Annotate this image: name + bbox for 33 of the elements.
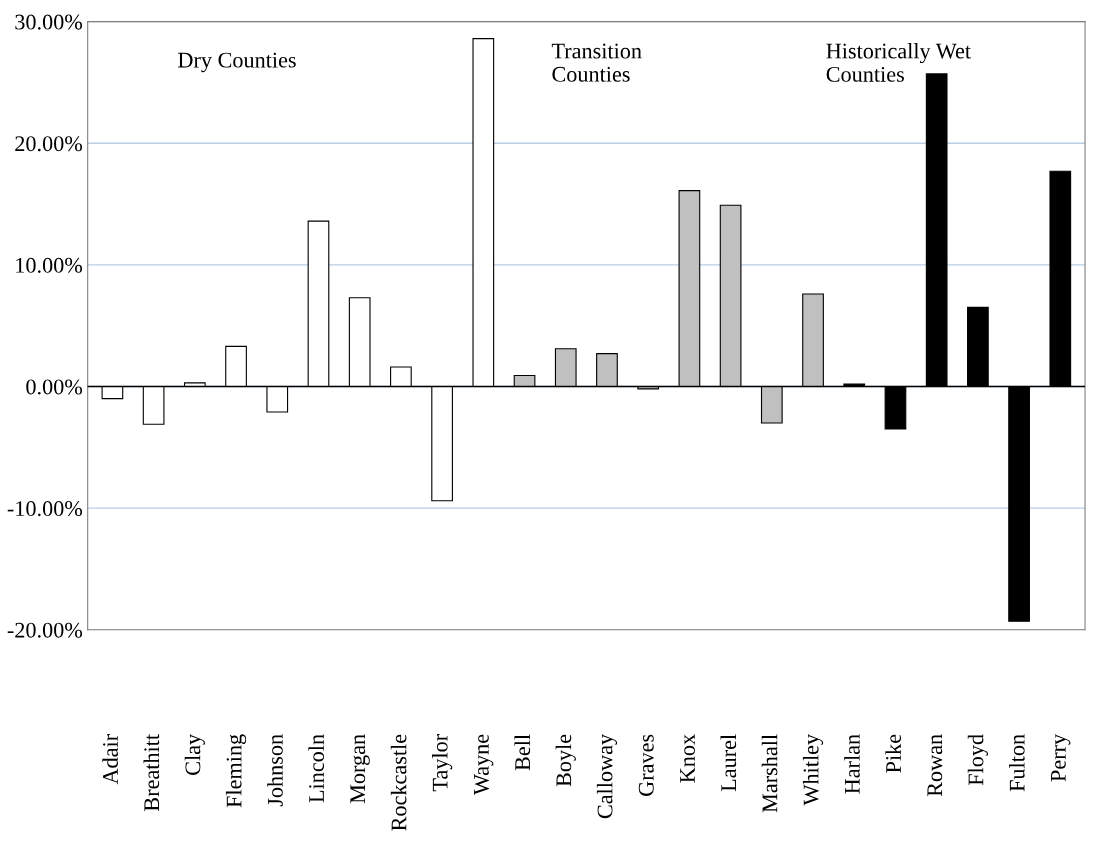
x-tick-label: Boyle (555, 734, 576, 787)
y-tick-label: 10.00% (16, 257, 83, 273)
x-tick-label: Morgan (350, 734, 370, 804)
x-tick-label: Marshall (761, 734, 778, 813)
x-tick-label: Rockcastle (390, 734, 407, 831)
x-tick-label: Knox (680, 734, 695, 783)
x-tick-label: Calloway (596, 733, 618, 819)
x-tick-label: Rowan (927, 734, 943, 797)
x-tick-label: Johnson (267, 734, 283, 807)
x-tick-label: Laurel (720, 734, 737, 792)
y-tick-label: -10.00% (7, 501, 83, 517)
x-tick-label: Fulton (1009, 734, 1025, 792)
y-tick-label: 0.00% (26, 379, 83, 395)
annotation: Transition Counties (551, 43, 642, 82)
x-tick-label: Whitley (802, 733, 824, 806)
x-tick-label: Graves (638, 734, 654, 796)
x-tick-label: Taylor (432, 734, 453, 792)
x-tick-label: Wayne (474, 734, 494, 796)
x-tick-label: Clay (184, 733, 205, 775)
x-tick-label: Bell (514, 734, 531, 771)
x-tick-label: Pike (885, 734, 902, 773)
x-tick-label: Fleming (225, 734, 247, 808)
x-tick-label: Breathitt (143, 734, 160, 811)
y-tick-label: -20.00% (7, 622, 83, 638)
x-tick-label: Adair (102, 734, 118, 785)
y-tick-label: 20.00% (15, 136, 83, 152)
annotation: Dry Counties (178, 52, 296, 73)
annotation: Historically Wet Counties (826, 42, 971, 82)
x-tick-label: Lincoln (308, 734, 325, 803)
x-tick-label: Perry (1051, 733, 1071, 782)
x-tick-label: Harlan (844, 734, 860, 794)
y-tick-label: 30.00% (15, 14, 83, 30)
x-tick-label: Floyd (967, 734, 988, 786)
